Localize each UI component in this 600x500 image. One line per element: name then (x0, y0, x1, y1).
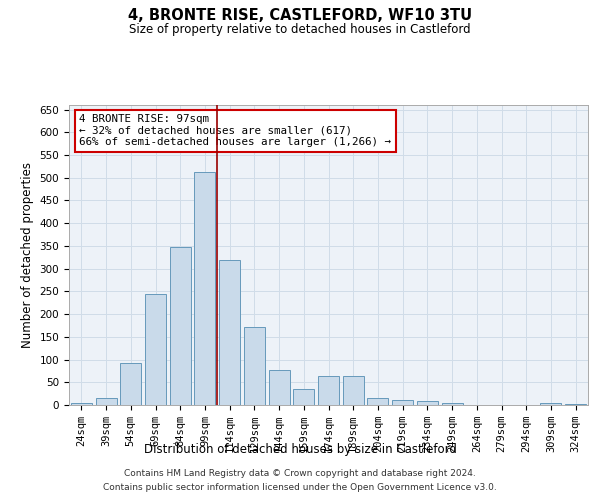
Bar (170, 247, 191, 405)
Bar (343, 376, 364, 405)
Bar (367, 398, 388, 405)
Bar (293, 389, 314, 405)
Bar (392, 400, 413, 405)
Bar (219, 260, 240, 405)
Bar (417, 402, 438, 405)
Y-axis label: Number of detached properties: Number of detached properties (21, 162, 34, 348)
Text: Distribution of detached houses by size in Castleford: Distribution of detached houses by size … (143, 442, 457, 456)
Bar (269, 370, 290, 405)
Text: Size of property relative to detached houses in Castleford: Size of property relative to detached ho… (129, 22, 471, 36)
Bar (71, 403, 92, 405)
Bar (318, 376, 339, 405)
Bar (565, 404, 586, 405)
Bar (120, 363, 141, 405)
Text: Contains public sector information licensed under the Open Government Licence v3: Contains public sector information licen… (103, 484, 497, 492)
Bar (95, 398, 116, 405)
Text: Contains HM Land Registry data © Crown copyright and database right 2024.: Contains HM Land Registry data © Crown c… (124, 468, 476, 477)
Bar (442, 403, 463, 405)
Bar (145, 294, 166, 405)
Bar (194, 172, 215, 405)
Bar (541, 402, 562, 405)
Text: 4 BRONTE RISE: 97sqm
← 32% of detached houses are smaller (617)
66% of semi-deta: 4 BRONTE RISE: 97sqm ← 32% of detached h… (79, 114, 391, 147)
Text: 4, BRONTE RISE, CASTLEFORD, WF10 3TU: 4, BRONTE RISE, CASTLEFORD, WF10 3TU (128, 8, 472, 22)
Bar (244, 327, 265, 405)
